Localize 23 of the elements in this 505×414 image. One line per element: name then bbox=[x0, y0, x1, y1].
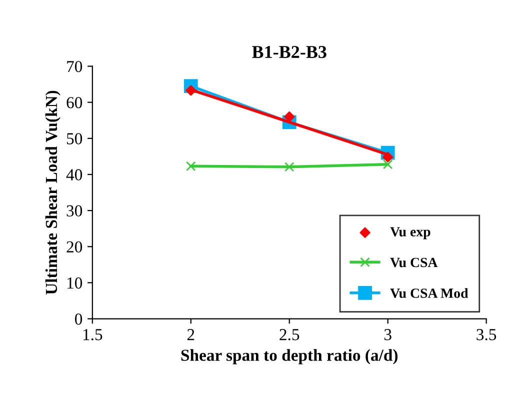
legend-label: Vu CSA bbox=[390, 258, 438, 268]
y-tick-label: 30 bbox=[66, 205, 82, 216]
x-tick-label: 3.5 bbox=[476, 329, 496, 340]
point bbox=[284, 111, 295, 122]
x-axis-title: Shear span to depth ratio (a/d) bbox=[181, 349, 398, 364]
point bbox=[382, 160, 393, 170]
y-tick-label: 50 bbox=[66, 133, 82, 144]
y-tick-label: 40 bbox=[66, 169, 82, 180]
chart-title: B1-B2-B3 bbox=[252, 46, 326, 58]
y-axis-title: Ultimate Shear Load Vu(kN) bbox=[45, 90, 60, 295]
x-tick-label: 2.5 bbox=[280, 329, 300, 340]
legend-label: Vu CSA Mod bbox=[390, 288, 468, 298]
point bbox=[186, 161, 196, 172]
point bbox=[284, 162, 294, 172]
x-tick-label: 1.5 bbox=[83, 329, 102, 340]
y-tick-label: 20 bbox=[66, 241, 82, 253]
x-tick-label: 2 bbox=[187, 329, 194, 340]
y-tick-label: 70 bbox=[67, 60, 82, 72]
legend-label: Vu exp bbox=[390, 227, 430, 240]
y-tick-label: 60 bbox=[66, 97, 82, 108]
x-tick-label: 3 bbox=[384, 329, 392, 340]
y-tick-label: 0 bbox=[74, 313, 82, 325]
y-tick-label: 10 bbox=[67, 277, 82, 289]
